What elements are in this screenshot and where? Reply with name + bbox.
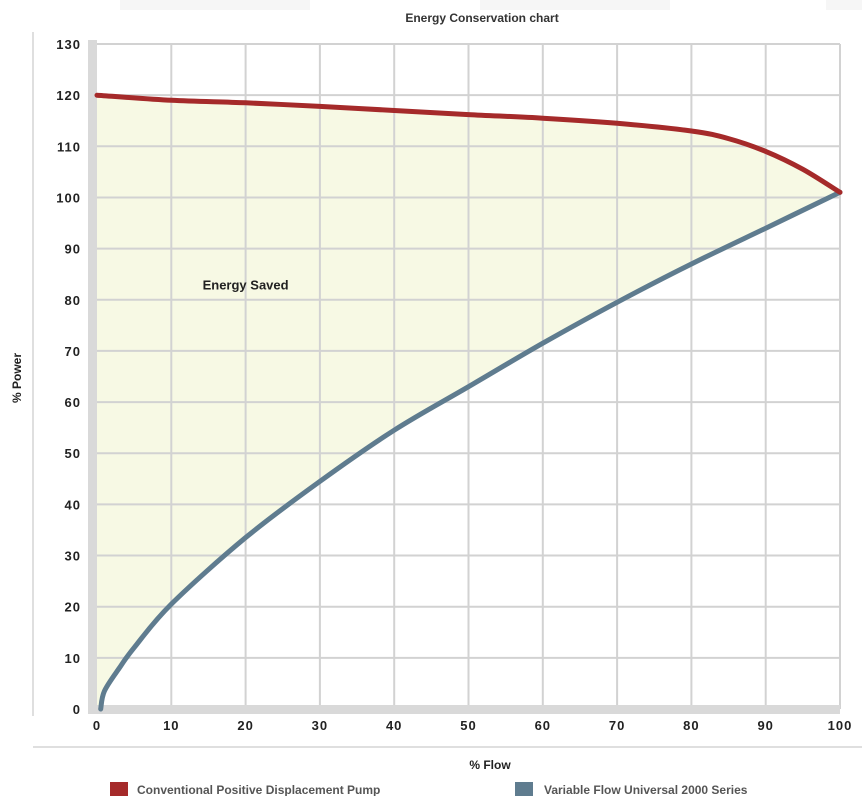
y-tick-20: 20 — [65, 600, 81, 615]
x-tick-labels: 0 10 20 30 40 50 60 70 80 90 100 — [93, 718, 853, 733]
y-axis-label: % Power — [10, 353, 24, 403]
x-tick-0: 0 — [93, 718, 101, 733]
y-tick-40: 40 — [65, 497, 81, 512]
chart-title: Energy Conservation chart — [405, 11, 558, 25]
x-tick-100: 100 — [828, 718, 853, 733]
y-tick-100: 100 — [56, 190, 81, 205]
y-tick-60: 60 — [65, 395, 81, 410]
y-tick-130: 130 — [56, 37, 81, 52]
y-tick-90: 90 — [65, 242, 81, 257]
series-line-variable-flow — [98, 189, 843, 712]
x-tick-80: 80 — [683, 718, 699, 733]
y-tick-30: 30 — [65, 549, 81, 564]
y-axis-bar — [88, 40, 97, 712]
x-tick-70: 70 — [609, 718, 625, 733]
x-axis-bar — [88, 705, 840, 714]
x-tick-20: 20 — [237, 718, 253, 733]
grid — [97, 43, 841, 709]
legend-label-conventional: Conventional Positive Displacement Pump — [137, 783, 380, 796]
legend-swatch-variable-flow — [515, 782, 533, 796]
x-tick-60: 60 — [535, 718, 551, 733]
x-tick-10: 10 — [163, 718, 179, 733]
x-tick-90: 90 — [757, 718, 773, 733]
x-tick-40: 40 — [386, 718, 402, 733]
y-tick-80: 80 — [65, 293, 81, 308]
series-lines — [94, 92, 843, 712]
series-line-conventional — [94, 92, 843, 195]
y-tick-0: 0 — [73, 702, 81, 717]
y-tick-labels: 0 10 20 30 40 50 60 70 80 90 100 110 120 130 — [56, 37, 81, 717]
x-tick-30: 30 — [312, 718, 328, 733]
legend-swatch-conventional — [110, 782, 128, 796]
y-tick-110: 110 — [57, 139, 81, 154]
y-tick-120: 120 — [56, 88, 81, 103]
y-tick-70: 70 — [65, 344, 81, 359]
legend-label-variable-flow: Variable Flow Universal 2000 Series — [544, 783, 748, 796]
x-tick-50: 50 — [460, 718, 476, 733]
legend: Conventional Positive Displacement Pump … — [110, 782, 748, 796]
y-tick-50: 50 — [65, 446, 81, 461]
y-tick-10: 10 — [65, 651, 81, 666]
x-axis-label: % Flow — [469, 758, 511, 772]
annotation-energy-saved: Energy Saved — [203, 277, 289, 292]
